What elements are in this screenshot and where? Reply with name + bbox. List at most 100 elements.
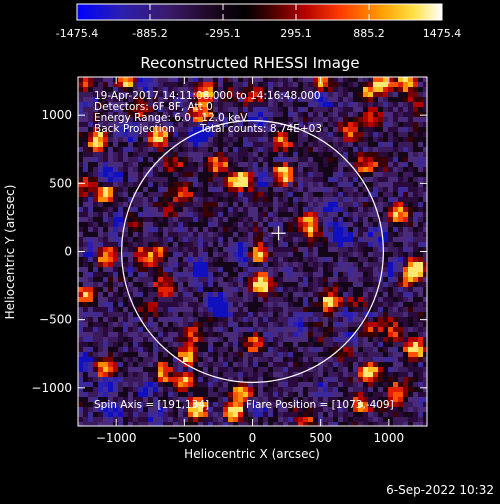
heatmap-cell [138, 192, 143, 197]
heatmap-cell [93, 292, 98, 297]
heatmap-cell [338, 157, 343, 162]
heatmap-cell [148, 117, 153, 122]
heatmap-cell [343, 352, 348, 357]
heatmap-cell [333, 287, 338, 292]
heatmap-cell [408, 152, 413, 157]
heatmap-cell [218, 327, 223, 332]
heatmap-cell [193, 232, 198, 237]
heatmap-cell [103, 192, 108, 197]
heatmap-cell [373, 217, 378, 222]
heatmap-cell [388, 247, 393, 252]
heatmap-cell [133, 327, 138, 332]
heatmap-cell [148, 102, 153, 107]
heatmap-cell [293, 227, 298, 232]
heatmap-cell [313, 327, 318, 332]
heatmap-cell [83, 122, 88, 127]
heatmap-cell [413, 107, 418, 112]
heatmap-cell [103, 102, 108, 107]
heatmap-cell [328, 137, 333, 142]
heatmap-cell [273, 332, 278, 337]
heatmap-cell [243, 372, 248, 377]
heatmap-cell [413, 142, 418, 147]
heatmap-cell [248, 352, 253, 357]
heatmap-cell [153, 117, 158, 122]
heatmap-cell [128, 282, 133, 287]
heatmap-cell [168, 267, 173, 272]
heatmap-cell [188, 367, 193, 372]
heatmap-cell [88, 332, 93, 337]
heatmap-cell [108, 352, 113, 357]
heatmap-cell [98, 317, 103, 322]
heatmap-cell [303, 237, 308, 242]
heatmap-cell [273, 297, 278, 302]
heatmap-cell [408, 217, 413, 222]
heatmap-cell [168, 377, 173, 382]
heatmap-cell [123, 202, 128, 207]
heatmap-cell [173, 317, 178, 322]
heatmap-cell [368, 87, 373, 92]
heatmap-cell [148, 177, 153, 182]
heatmap-cell [413, 252, 418, 257]
heatmap-cell [88, 347, 93, 352]
heatmap-cell [373, 387, 378, 392]
heatmap-cell [178, 177, 183, 182]
heatmap-cell [303, 342, 308, 347]
heatmap-cell [333, 392, 338, 397]
heatmap-cell [183, 292, 188, 297]
heatmap-cell [263, 122, 268, 127]
heatmap-cell [423, 322, 427, 327]
heatmap-cell [223, 352, 228, 357]
heatmap-cell [268, 102, 273, 107]
heatmap-cell [243, 287, 248, 292]
heatmap-cell [108, 282, 113, 287]
heatmap-cell [138, 387, 143, 392]
heatmap-cell [358, 347, 363, 352]
heatmap-cell [178, 92, 183, 97]
heatmap-cell [333, 407, 338, 412]
heatmap-cell [218, 97, 223, 102]
heatmap-cell [268, 257, 273, 262]
heatmap-cell [218, 127, 223, 132]
heatmap-cell [273, 252, 278, 257]
heatmap-cell [118, 112, 123, 117]
heatmap-cell [148, 397, 153, 402]
heatmap-cell [303, 372, 308, 377]
heatmap-cell [338, 242, 343, 247]
heatmap-cell [268, 82, 273, 87]
heatmap-cell [363, 282, 368, 287]
heatmap-cell [343, 147, 348, 152]
heatmap-cell [118, 422, 123, 426]
heatmap-cell [218, 367, 223, 372]
heatmap-cell [238, 142, 243, 147]
heatmap-cell [388, 212, 393, 217]
heatmap-cell [328, 352, 333, 357]
heatmap-cell [203, 107, 208, 112]
heatmap-cell [158, 352, 163, 357]
heatmap-cell [183, 347, 188, 352]
heatmap-cell [348, 127, 353, 132]
heatmap-cell [118, 397, 123, 402]
heatmap-cell [178, 107, 183, 112]
heatmap-cell [98, 172, 103, 177]
heatmap-cell [413, 422, 418, 426]
annotations: 19-Apr-2017 14:11:08.000 to 14:16:48.000… [94, 90, 394, 411]
heatmap-cell [158, 267, 163, 272]
heatmap-cell [113, 412, 118, 417]
heatmap-cell [203, 397, 208, 402]
heatmap-cell [318, 257, 323, 262]
heatmap-cell [298, 337, 303, 342]
heatmap-cell [423, 337, 427, 342]
heatmap-cell [78, 197, 83, 202]
heatmap-cell [253, 297, 258, 302]
heatmap-cell [373, 382, 378, 387]
heatmap-cell [358, 297, 363, 302]
heatmap-cell [148, 82, 153, 87]
heatmap-cell [383, 407, 388, 412]
heatmap-cell [108, 402, 113, 407]
heatmap-cell [348, 172, 353, 177]
heatmap-cell [278, 387, 283, 392]
heatmap-cell [273, 222, 278, 227]
heatmap-cell [253, 92, 258, 97]
heatmap-cell [328, 172, 333, 177]
heatmap-cell [188, 107, 193, 112]
